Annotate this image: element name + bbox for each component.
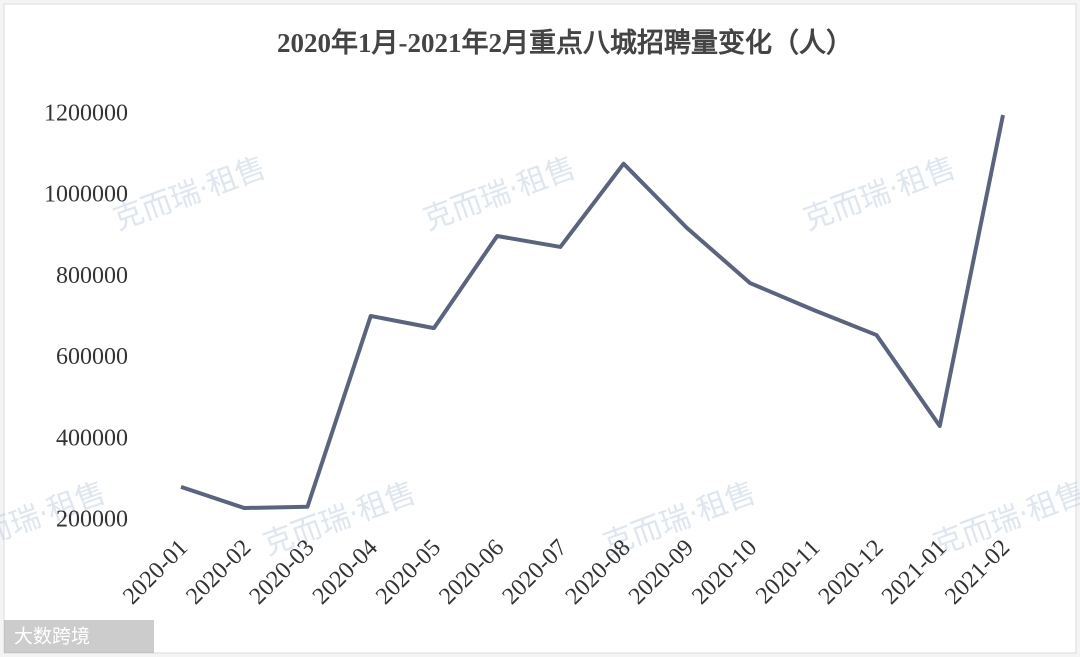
y-tick-label: 1200000 [44, 101, 128, 127]
source-bg [4, 620, 154, 653]
y-tick-label: 1000000 [44, 182, 128, 208]
line [180, 114, 1005, 511]
y-tick-label: 400000 [56, 425, 128, 451]
source: 大数跨境 [14, 626, 90, 648]
y-tick-label: 800000 [56, 263, 128, 289]
panel [3, 3, 1077, 654]
chart-title: 2020年1月-2021年2月重点八城招聘量变化（人） [277, 27, 853, 58]
y-tick-label: 600000 [56, 344, 128, 370]
y-tick-label: 200000 [56, 507, 128, 533]
